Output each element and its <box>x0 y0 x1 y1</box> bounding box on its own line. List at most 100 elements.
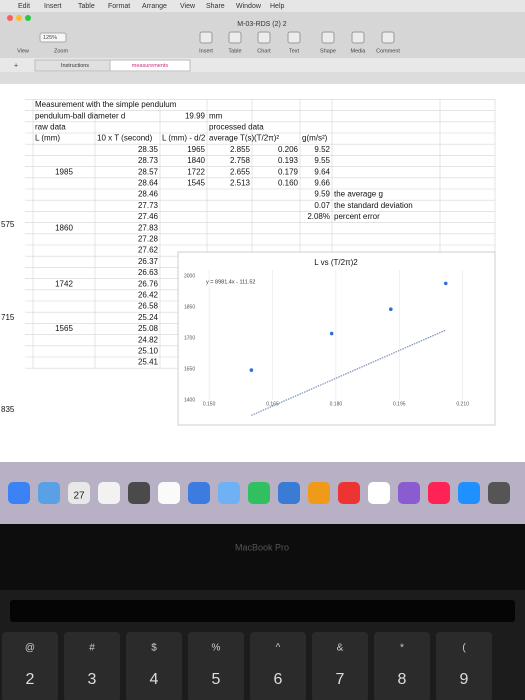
menu-item[interactable]: Arrange <box>142 3 167 10</box>
key-number[interactable]: 7 <box>336 671 345 688</box>
menu-item[interactable]: Window <box>236 3 262 10</box>
dock-icon[interactable] <box>98 482 120 504</box>
dock-icon[interactable] <box>158 482 180 504</box>
dock-icon[interactable] <box>248 482 270 504</box>
toolbar-label[interactable]: Zoom <box>54 48 68 54</box>
toolbar-icon[interactable] <box>257 31 271 44</box>
dock-icon[interactable] <box>398 482 420 504</box>
toolbar-label[interactable]: Text <box>289 48 300 54</box>
menu-item[interactable]: Insert <box>44 3 62 10</box>
key-symbol[interactable]: & <box>337 643 344 654</box>
dock-icon[interactable] <box>308 482 330 504</box>
dock-icon[interactable] <box>8 482 30 504</box>
bezel-label: MacBook Pro <box>235 542 289 552</box>
dock-icon[interactable] <box>218 482 240 504</box>
menu-item[interactable]: Table <box>78 3 95 10</box>
key-symbol[interactable]: % <box>212 643 221 654</box>
row-label: 835 <box>1 405 15 414</box>
add-sheet[interactable]: + <box>14 62 18 69</box>
toolbar-label[interactable]: Chart <box>257 48 271 54</box>
cell: 28.73 <box>138 156 159 165</box>
cell: Measurement with the simple pendulum <box>35 100 177 109</box>
cell: raw data <box>35 123 66 132</box>
key-number[interactable]: 3 <box>88 671 97 688</box>
dock-icon[interactable] <box>488 482 510 504</box>
menu-item[interactable]: View <box>180 3 196 10</box>
dock-icon[interactable] <box>368 482 390 504</box>
toolbar-label[interactable]: Insert <box>199 48 213 54</box>
key-number[interactable]: 2 <box>26 671 35 688</box>
key-symbol[interactable]: # <box>89 643 95 654</box>
window-button[interactable] <box>16 15 22 21</box>
dock-icon[interactable] <box>338 482 360 504</box>
toolbar-label[interactable]: Table <box>228 48 241 54</box>
toolbar-icon[interactable] <box>351 31 365 44</box>
key-symbol[interactable]: ^ <box>276 643 281 654</box>
toolbar-icon[interactable] <box>381 31 395 44</box>
cell: 25.10 <box>138 347 159 356</box>
dock-icon[interactable] <box>188 482 210 504</box>
dock-icon[interactable] <box>458 482 480 504</box>
toolbar-label[interactable]: Comment <box>376 48 400 54</box>
zoom-box[interactable] <box>39 32 67 43</box>
tab[interactable] <box>109 59 191 72</box>
key-symbol[interactable]: @ <box>25 643 35 654</box>
key[interactable] <box>250 632 306 700</box>
cell: 25.08 <box>138 324 159 333</box>
toolbar-icon[interactable] <box>321 31 335 44</box>
dock-icon[interactable] <box>278 482 300 504</box>
dock-icon[interactable] <box>428 482 450 504</box>
cell: 27.62 <box>138 246 159 255</box>
key-number[interactable]: 4 <box>150 671 159 688</box>
key[interactable] <box>126 632 182 700</box>
toolbar-icon[interactable] <box>287 31 301 44</box>
dock-icon[interactable] <box>68 482 90 504</box>
cell: 28.64 <box>138 179 159 188</box>
cell: 26.63 <box>138 268 159 277</box>
cell: mm <box>209 111 223 120</box>
calendar-date[interactable]: 27 <box>73 491 85 502</box>
toolbar-icon[interactable] <box>228 31 242 44</box>
window-button[interactable] <box>7 15 13 21</box>
menu-item[interactable]: Share <box>206 3 225 10</box>
y-tick-label: 1400 <box>184 397 195 403</box>
x-tick-label: 0.150 <box>203 401 216 407</box>
point <box>443 281 448 286</box>
cell: 0.179 <box>278 167 299 176</box>
cell: 19.99 <box>185 111 206 120</box>
dock-icon[interactable] <box>38 482 60 504</box>
menu-item[interactable]: Format <box>108 3 130 10</box>
window-button[interactable] <box>25 15 31 21</box>
key[interactable] <box>312 632 368 700</box>
toolbar-label[interactable]: Shape <box>320 48 336 54</box>
dock-icon[interactable] <box>128 482 150 504</box>
zoom-level[interactable]: 125% <box>43 35 57 41</box>
cell: L (mm) - d/2 <box>162 134 206 143</box>
key-number[interactable]: 8 <box>398 671 407 688</box>
toolbar-label[interactable]: View <box>17 48 29 54</box>
cell: 25.24 <box>138 313 159 322</box>
cell: 0.206 <box>278 145 299 154</box>
menu-item[interactable]: Help <box>270 3 285 10</box>
cell: processed data <box>209 123 264 132</box>
toolbar-icon[interactable] <box>199 31 213 44</box>
key[interactable] <box>2 632 58 700</box>
tab-label[interactable]: Instructions <box>61 63 89 69</box>
y-tick-label: 1550 <box>184 366 195 372</box>
key-number[interactable]: 9 <box>460 671 469 688</box>
menu-bar <box>0 0 525 12</box>
cell: average T(s) <box>209 134 255 143</box>
key-number[interactable]: 6 <box>274 671 283 688</box>
toolbar-label[interactable]: Media <box>351 48 367 54</box>
key[interactable] <box>64 632 120 700</box>
key-symbol[interactable]: * <box>400 643 404 654</box>
key[interactable] <box>188 632 244 700</box>
key[interactable] <box>436 632 492 700</box>
key-symbol[interactable]: ( <box>462 643 466 654</box>
tab-label[interactable]: measurements <box>132 63 169 69</box>
menu-item[interactable]: Edit <box>18 3 30 10</box>
key-number[interactable]: 5 <box>212 671 221 688</box>
key-symbol[interactable]: $ <box>151 643 157 654</box>
key[interactable] <box>374 632 430 700</box>
cell: 0.193 <box>278 156 299 165</box>
